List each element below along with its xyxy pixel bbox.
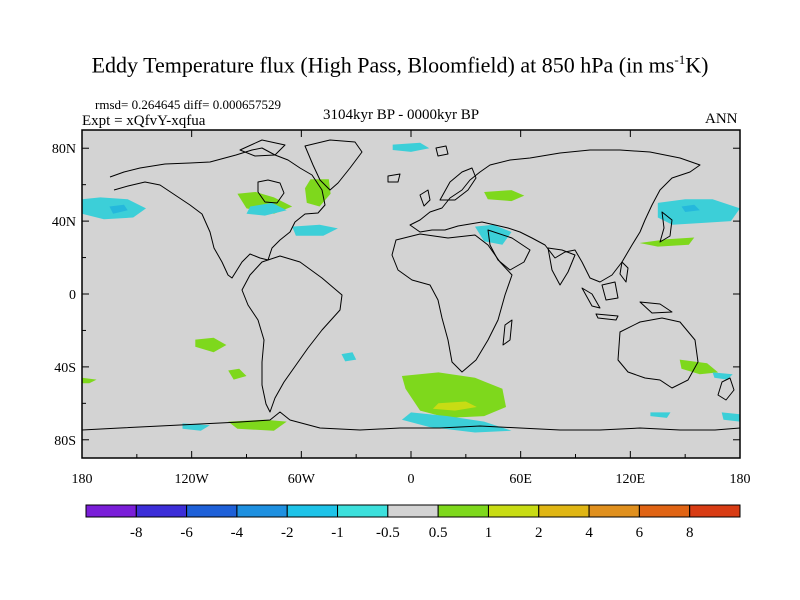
anomaly-drake-passage-positive <box>228 419 287 431</box>
colorbar-label: -1 <box>331 525 344 541</box>
colorbar-swatch <box>387 504 439 518</box>
anomaly-south-pacific-positive-1 <box>195 337 227 353</box>
anomaly-south-america-coast-negative <box>341 352 357 362</box>
anomaly-middle-east-negative <box>475 224 512 245</box>
colorbar-swatch <box>337 504 389 518</box>
colorbar-label: 0.5 <box>429 525 448 541</box>
colorbar-label: -6 <box>180 525 193 541</box>
lat-label: 40N <box>52 215 76 230</box>
anomaly-western-atlantic-negative <box>292 224 338 236</box>
period-label: 3104kyr BP - 0000kyr BP <box>323 107 480 123</box>
anomaly-south-pacific-positive-2 <box>228 368 247 380</box>
anomaly-central-asia-positive <box>484 190 525 202</box>
coast-hudson-bay <box>257 179 285 204</box>
colorbar-swatch <box>689 504 741 518</box>
colorbar-swatch <box>638 504 691 518</box>
colorbar-label: 6 <box>636 525 644 541</box>
coast-australia <box>617 317 699 389</box>
anomaly-tasman-negative <box>712 372 733 380</box>
coast-eurasia <box>409 149 701 283</box>
anomaly-north-pacific-core <box>109 204 128 214</box>
coast-philippines <box>619 261 629 283</box>
longitude-labels: 180 120W 60W 0 60E 120E 180 <box>72 472 751 487</box>
anomaly-ross-negative <box>721 412 740 422</box>
title-tail: K) <box>685 52 709 78</box>
anomaly-arctic-negative <box>392 142 430 152</box>
coast-scandinavia <box>439 167 477 201</box>
colorbar-label: 2 <box>535 525 543 541</box>
anomaly-indian-antarctic-negative <box>401 412 512 433</box>
colorbar-swatch <box>286 504 339 518</box>
coast-india <box>547 247 576 286</box>
coast-uk <box>419 189 431 207</box>
coast-svalbard <box>435 145 449 157</box>
coast-sumatra <box>581 287 601 309</box>
anomaly-australia-east-positive <box>679 359 719 375</box>
chart-title: Eddy Temperature flux (High Pass, Bloomf… <box>0 52 800 78</box>
colorbar-labels: -8 -6 -4 -2 -1 -0.5 0.5 1 2 4 6 8 <box>130 525 693 541</box>
title-superscript: -1 <box>674 52 686 67</box>
colorbar-label: 8 <box>686 525 694 541</box>
coast-south-america <box>241 255 343 413</box>
lon-label: 180 <box>730 472 751 487</box>
lat-label: 80N <box>52 142 76 157</box>
coast-java <box>595 313 619 321</box>
anomaly-japan-negative <box>657 199 740 225</box>
map-body <box>81 129 741 459</box>
lat-label: 40S <box>54 361 76 376</box>
coastline-layer <box>81 139 741 431</box>
lat-label: 0 <box>69 288 76 303</box>
colorbar-label: -4 <box>231 525 244 541</box>
colorbar-label: 1 <box>485 525 493 541</box>
lon-label: 120E <box>616 472 646 487</box>
colorbar-swatch <box>186 504 238 518</box>
lat-label: 80S <box>54 434 76 449</box>
anomaly-west-pacific-positive <box>639 237 695 247</box>
colorbar-label: -2 <box>281 525 294 541</box>
experiment-label: Expt = xQfvY-xqfua <box>82 113 206 129</box>
lon-label: 60W <box>288 472 316 487</box>
colorbar-label: -0.5 <box>376 525 400 541</box>
axis-ticks <box>81 130 741 458</box>
coast-africa <box>391 233 513 373</box>
coast-antarctica <box>81 411 741 431</box>
colorbar-label: 4 <box>585 525 593 541</box>
anomaly-far-south-pacific-positive <box>82 377 97 384</box>
colorbar-swatch <box>135 504 188 518</box>
anomaly-south-atlantic-positive <box>401 372 506 418</box>
colorbar-swatch <box>437 504 489 518</box>
coast-new-guinea <box>639 301 673 314</box>
coast-north-america <box>109 147 326 279</box>
lon-label: 0 <box>408 472 415 487</box>
anomaly-southern-ocean-east-negative <box>650 412 671 418</box>
coast-new-zealand <box>717 377 735 401</box>
map-background <box>82 130 740 458</box>
coast-borneo <box>601 281 619 301</box>
colorbar-swatch <box>538 504 590 518</box>
colorbar-swatch <box>487 504 540 518</box>
anomaly-amundsen-negative <box>182 423 210 431</box>
anomaly-japan-core <box>681 204 700 212</box>
coast-iceland <box>387 173 401 183</box>
season-label: ANN <box>705 111 738 127</box>
colorbar <box>85 504 741 518</box>
colorbar-swatch <box>236 504 288 518</box>
stats-label: rmsd= 0.264645 diff= 0.000657529 <box>95 97 281 112</box>
title-main: Eddy Temperature flux (High Pass, Bloomf… <box>91 52 675 78</box>
lon-label: 180 <box>72 472 93 487</box>
coast-arabia <box>487 229 531 271</box>
colorbar-swatch <box>85 504 137 518</box>
colorbar-label: -8 <box>130 525 143 541</box>
latitude-labels: 80N 40N 0 40S 80S <box>52 142 76 449</box>
anomaly-south-atlantic-core <box>432 401 477 411</box>
coast-canadian-archipelago <box>239 139 286 157</box>
colorbar-swatch <box>588 504 640 518</box>
coast-japan <box>659 211 673 243</box>
anomaly-us-northeast-negative <box>246 202 287 216</box>
coast-madagascar <box>502 319 513 346</box>
lon-label: 60E <box>509 472 532 487</box>
coast-greenland <box>304 139 363 191</box>
lon-label: 120W <box>175 472 210 487</box>
